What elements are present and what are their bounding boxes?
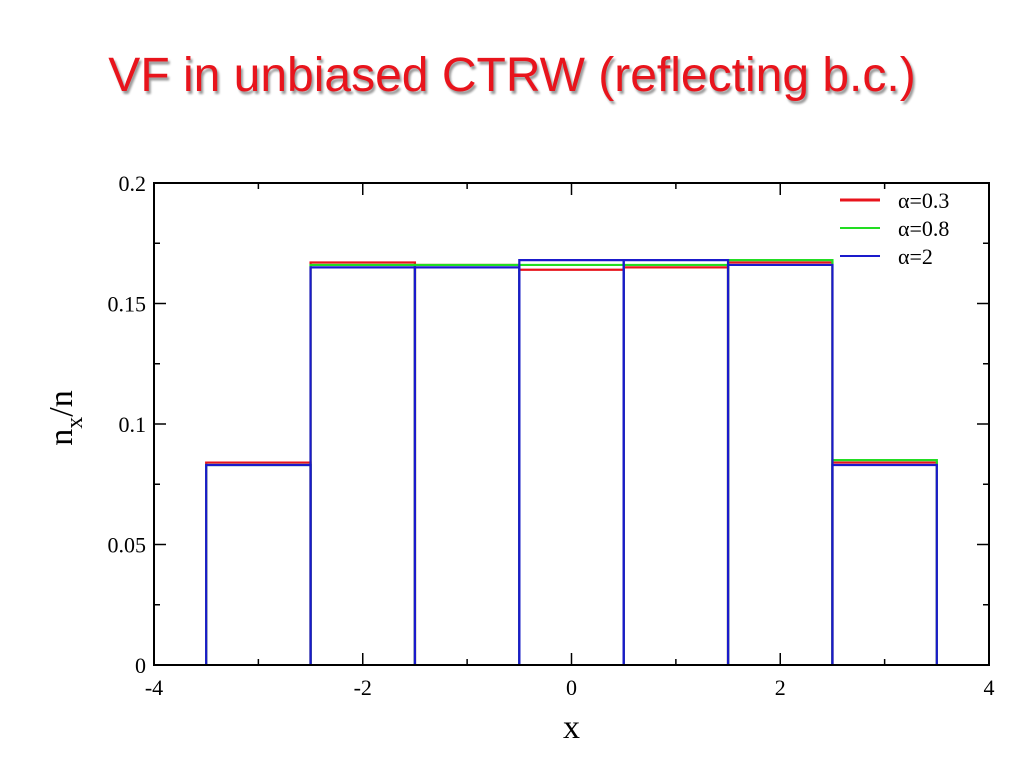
x-tick-label: 0 [566, 675, 577, 700]
bar [309, 261, 417, 665]
bar [205, 463, 312, 665]
y-tick-label: 0.1 [119, 412, 147, 437]
slide-title: VF in unbiased CTRW (reflecting b.c.) [108, 49, 916, 102]
bar [518, 259, 625, 665]
y-axis-title: nx/n [43, 390, 88, 445]
series-3 [205, 259, 938, 665]
y-tick-label: 0.15 [108, 292, 147, 317]
legend-label: α=0.3 [898, 188, 949, 213]
x-tick-label: -2 [354, 675, 372, 700]
x-tick-label: 2 [775, 675, 786, 700]
bar [413, 266, 521, 665]
bar [831, 461, 938, 665]
bar [726, 259, 834, 665]
bar [518, 268, 625, 665]
legend-label: α=0.8 [898, 216, 949, 241]
y-tick-label: 0 [135, 653, 146, 678]
x-axis-title: x [563, 709, 580, 746]
series-2 [205, 259, 938, 665]
y-axis-title-main: n [43, 429, 80, 446]
ticks-layer [153, 182, 990, 666]
bar [413, 263, 521, 665]
series-1 [205, 261, 938, 665]
bar [205, 461, 312, 665]
bar [413, 263, 521, 665]
y-axis-title-sub: x [62, 417, 88, 429]
bar [726, 263, 834, 665]
bar [726, 261, 834, 665]
x-tick-label: -4 [145, 675, 163, 700]
bars-layer [205, 259, 938, 665]
y-tick-label: 0.05 [108, 533, 147, 558]
y-tick-label: 0.2 [119, 171, 147, 196]
legend-label: α=2 [898, 244, 933, 269]
legend: α=0.3 α=0.8 α=2 [840, 188, 949, 269]
bar [831, 459, 938, 665]
bar [309, 266, 417, 665]
bar [205, 463, 312, 665]
bar [831, 463, 938, 665]
y-axis-title-tail: /n [43, 390, 80, 416]
bar [622, 266, 730, 665]
bar [622, 263, 730, 665]
tick-labels-layer: -4 -2 0 2 4 0 0.05 0.1 0.15 0.2 [108, 171, 995, 700]
x-tick-label: 4 [984, 675, 995, 700]
bar [622, 259, 730, 665]
bar [309, 263, 417, 665]
bar [518, 263, 625, 665]
